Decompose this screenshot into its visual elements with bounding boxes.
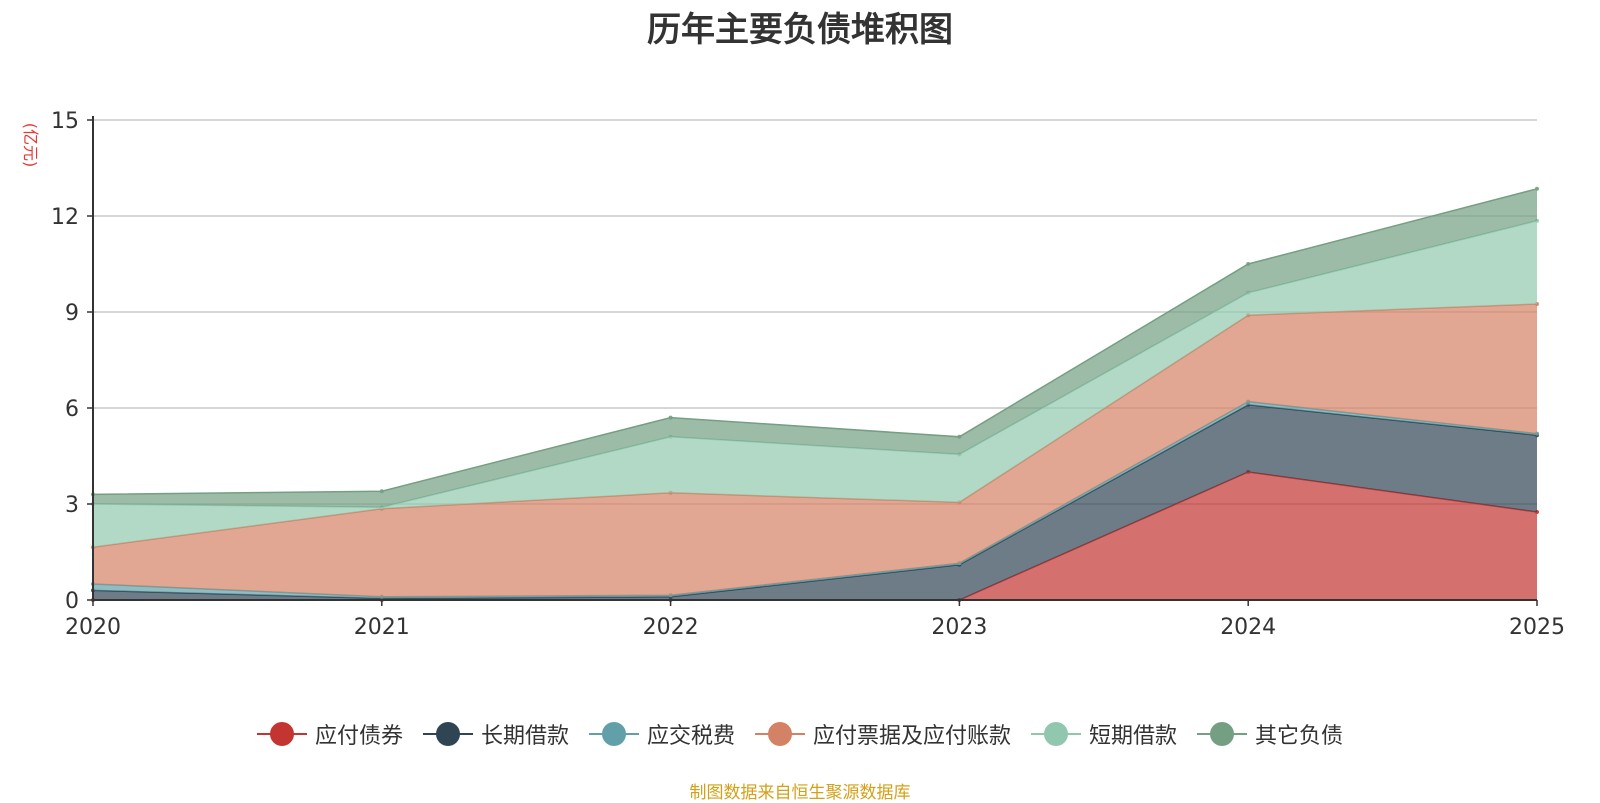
x-tick-label: 2020 bbox=[65, 615, 121, 640]
axes: 0 3 6 9 12 15 2020 2021 2022 2023 2024 2025 bbox=[51, 109, 1565, 640]
legend-marker-icon bbox=[256, 722, 307, 746]
data-point[interactable] bbox=[668, 415, 673, 420]
x-tick-label: 2023 bbox=[931, 615, 987, 640]
legend-item-4[interactable]: 短期借款 bbox=[1031, 718, 1177, 750]
data-point[interactable] bbox=[379, 489, 384, 494]
legend-marker-icon bbox=[588, 722, 639, 746]
legend-label: 应付票据及应付账款 bbox=[813, 724, 1012, 749]
y-tick-label: 12 bbox=[51, 205, 79, 230]
legend-marker-icon bbox=[755, 722, 805, 746]
area-series-3[interactable] bbox=[93, 304, 1537, 597]
stacked-areas bbox=[91, 186, 1539, 602]
data-point[interactable] bbox=[1246, 262, 1251, 266]
y-tick-label: 15 bbox=[51, 109, 79, 134]
data-point[interactable] bbox=[1535, 186, 1539, 191]
y-tick-label: 0 bbox=[65, 589, 79, 614]
x-tick-label: 2021 bbox=[354, 615, 410, 640]
legend-item-1[interactable]: 长期借款 bbox=[422, 718, 569, 750]
y-tick-label: 9 bbox=[65, 301, 79, 326]
area-series-5[interactable] bbox=[93, 188, 1537, 508]
legend-label: 应交税费 bbox=[646, 724, 735, 749]
data-source-note: 制图数据来自恒生聚源数据库 bbox=[689, 783, 911, 803]
legend-item-0[interactable]: 应付债券 bbox=[256, 718, 403, 750]
chart-plot: 0 3 6 9 12 15 2020 2021 2022 2023 2024 2025 bbox=[51, 109, 1565, 640]
legend-label: 应付债券 bbox=[314, 724, 403, 749]
legend-label: 短期借款 bbox=[1089, 724, 1178, 749]
chart-title: 历年主要负债堆积图 bbox=[647, 10, 953, 50]
legend-item-5[interactable]: 其它负债 bbox=[1197, 718, 1343, 750]
x-tick-label: 2022 bbox=[643, 615, 699, 640]
x-tick-label: 2024 bbox=[1220, 615, 1276, 640]
legend: 应付债券 长期借款 应交税费 应付票据及应付账款 短期借款 其它负债 bbox=[0, 716, 1600, 752]
data-point[interactable] bbox=[957, 434, 962, 439]
legend-marker-icon bbox=[1031, 722, 1082, 746]
legend-marker-icon bbox=[1197, 722, 1248, 746]
y-tick-label: 3 bbox=[65, 493, 79, 518]
x-tick-label: 2025 bbox=[1509, 615, 1565, 640]
legend-marker-icon bbox=[422, 722, 473, 746]
legend-item-3[interactable]: 应付票据及应付账款 bbox=[755, 718, 1011, 750]
legend-label: 长期借款 bbox=[480, 724, 569, 749]
area-series-4[interactable] bbox=[93, 220, 1537, 548]
legend-label: 其它负债 bbox=[1255, 724, 1344, 749]
area-series-1[interactable] bbox=[93, 404, 1537, 600]
y-tick-label: 6 bbox=[65, 397, 79, 422]
series-line-3 bbox=[92, 303, 1538, 548]
series-line-5 bbox=[92, 188, 1538, 496]
legend-item-2[interactable]: 应交税费 bbox=[588, 718, 735, 750]
